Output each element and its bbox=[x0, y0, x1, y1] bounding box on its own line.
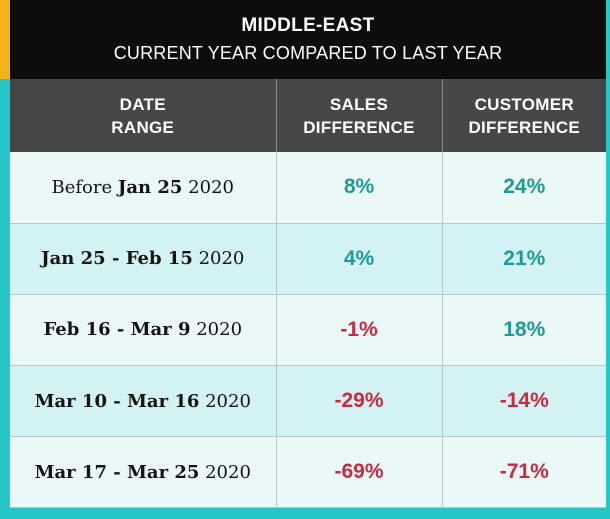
header-sales-difference: SALES DIFFERENCE bbox=[276, 79, 443, 152]
sales-difference-value: 8% bbox=[276, 152, 443, 224]
customer-difference-value: 21% bbox=[442, 223, 606, 295]
range-dates: Feb 16 - Mar 9 bbox=[43, 319, 191, 341]
customer-difference-value: -71% bbox=[442, 436, 606, 508]
range-year: 2020 bbox=[182, 176, 234, 198]
date-range-cell: Mar 10 - Mar 16 2020 bbox=[10, 365, 277, 438]
header-line: DATE bbox=[119, 94, 166, 114]
header-line: SALES bbox=[329, 94, 389, 114]
table-row: Mar 17 - Mar 25 2020 -69% -71% bbox=[10, 436, 606, 508]
range-prefix: Before bbox=[51, 176, 118, 198]
range-dates: Jan 25 bbox=[117, 176, 183, 198]
table-row: Mar 10 - Mar 16 2020 -29% -14% bbox=[10, 365, 606, 438]
title-block: MIDDLE-EAST CURRENT YEAR COMPARED TO LAS… bbox=[10, 0, 606, 79]
customer-difference-value: -14% bbox=[442, 365, 606, 438]
range-year: 2020 bbox=[192, 248, 245, 270]
customer-difference-value: 24% bbox=[442, 152, 606, 224]
sales-difference-value: 4% bbox=[276, 223, 443, 295]
range-year: 2020 bbox=[199, 390, 251, 412]
header-line: CUSTOMER bbox=[474, 94, 574, 114]
header-customer-difference: CUSTOMER DIFFERENCE bbox=[442, 79, 606, 152]
date-range-cell: Jan 25 - Feb 15 2020 bbox=[10, 223, 277, 295]
date-range-cell: Mar 17 - Mar 25 2020 bbox=[10, 436, 277, 508]
sales-difference-value: -1% bbox=[276, 294, 443, 367]
sales-difference-value: -69% bbox=[276, 436, 443, 508]
header-line: DIFFERENCE bbox=[468, 117, 581, 137]
table-row: Feb 16 - Mar 9 2020 -1% 18% bbox=[10, 294, 606, 367]
table-row: Jan 25 - Feb 15 2020 4% 21% bbox=[10, 223, 606, 295]
header-date-range: DATE RANGE bbox=[10, 79, 277, 152]
range-dates: Mar 17 - Mar 25 bbox=[34, 461, 200, 483]
date-range-cell: Feb 16 - Mar 9 2020 bbox=[10, 294, 277, 367]
chart-title: MIDDLE-EAST bbox=[241, 15, 375, 36]
table-row: Before Jan 25 2020 8% 24% bbox=[10, 152, 606, 224]
sales-difference-value: -29% bbox=[276, 365, 443, 438]
header-row: DATE RANGE SALES DIFFERENCE CUSTOMER DIF… bbox=[10, 79, 606, 152]
table-body: Before Jan 25 2020 8% 24% Jan 25 - Feb 15 2… bbox=[10, 152, 606, 508]
range-dates: Jan 25 - Feb 15 bbox=[41, 248, 193, 270]
range-year: 2020 bbox=[190, 319, 243, 341]
date-range-cell: Before Jan 25 2020 bbox=[10, 152, 277, 224]
header-line: RANGE bbox=[111, 117, 175, 137]
range-dates: Mar 10 - Mar 16 bbox=[34, 390, 200, 412]
header-line: DIFFERENCE bbox=[303, 117, 415, 137]
table-card: MIDDLE-EAST CURRENT YEAR COMPARED TO LAS… bbox=[10, 0, 606, 508]
customer-difference-value: 18% bbox=[442, 294, 606, 367]
chart-subtitle: CURRENT YEAR COMPARED TO LAST YEAR bbox=[113, 43, 503, 63]
comparison-table: DATE RANGE SALES DIFFERENCE CUSTOMER DIF… bbox=[10, 79, 606, 508]
range-year: 2020 bbox=[199, 461, 251, 483]
accent-bar bbox=[0, 0, 10, 79]
